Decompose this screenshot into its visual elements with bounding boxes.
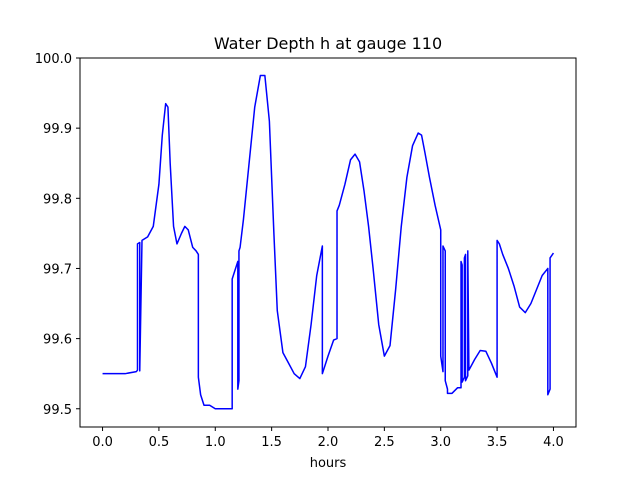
x-axis-label: hours xyxy=(310,456,347,471)
x-tick-label: 1.0 xyxy=(205,435,226,450)
x-tick-label: 3.0 xyxy=(430,435,451,450)
y-tick-label: 99.6 xyxy=(43,333,72,348)
x-tick-label: 4.0 xyxy=(543,435,564,450)
y-axis: 99.5 99.6 99.7 99.8 99.9 100.0 xyxy=(35,52,80,418)
x-tick-label: 2.5 xyxy=(374,435,395,450)
y-tick-label: 99.5 xyxy=(43,403,72,418)
y-tick-label: 99.7 xyxy=(43,262,72,277)
x-tick-label: 1.5 xyxy=(261,435,282,450)
x-tick-label: 0.0 xyxy=(92,435,113,450)
y-tick-label: 99.8 xyxy=(43,192,72,207)
x-axis: 0.0 0.5 1.0 1.5 2.0 2.5 3.0 3.5 4.0 xyxy=(92,427,564,450)
plot-area xyxy=(79,57,577,428)
y-tick-label: 99.9 xyxy=(43,122,72,137)
chart-title: Water Depth h at gauge 110 xyxy=(214,34,442,53)
x-tick-label: 0.5 xyxy=(149,435,170,450)
x-tick-label: 2.0 xyxy=(318,435,339,450)
series-line xyxy=(102,74,555,410)
y-tick-label: 100.0 xyxy=(35,52,72,67)
x-tick-label: 3.5 xyxy=(487,435,508,450)
